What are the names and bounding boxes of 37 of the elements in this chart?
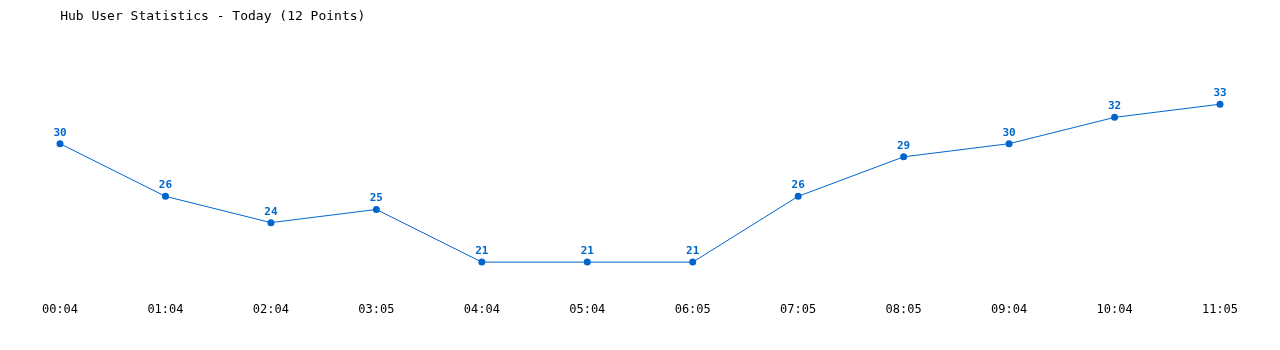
point [689,258,697,266]
point [1005,140,1013,148]
point [583,258,591,266]
x-tick-label: 10:04 [1096,302,1133,316]
data-label: 30 [53,125,67,139]
x-tick-label: 03:05 [358,302,395,316]
point [478,258,486,266]
point [1111,113,1119,121]
data-label: 21 [580,243,595,257]
x-tick-label: 01:04 [147,302,184,316]
data-label: 25 [369,191,383,205]
data-label: 33 [1213,86,1227,100]
point [372,205,380,213]
x-tick-label: 06:05 [674,302,711,316]
data-label: 30 [1002,125,1016,139]
x-tick-label: 08:05 [885,302,922,316]
point [1216,100,1224,108]
data-label: 26 [158,178,173,192]
x-tick-label: 05:04 [569,302,606,316]
data-label: 21 [475,243,489,257]
data-label: 26 [791,178,806,192]
x-tick-label: 07:05 [780,302,817,316]
point [794,192,802,200]
x-tick-label: 00:04 [41,302,79,316]
data-label: 32 [1107,99,1122,113]
chart-title: Hub User Statistics - Today (12 Points) [60,7,366,23]
data-label: 21 [686,243,700,257]
x-tick-label: 04:04 [463,302,500,316]
point [161,192,169,200]
x-tick-label: 11:05 [1201,302,1239,316]
point [56,140,64,148]
point [267,219,275,227]
x-tick-label: 09:04 [991,302,1028,316]
point [900,153,908,161]
x-tick-label: 02:04 [252,302,289,316]
data-label: 29 [897,138,911,152]
data-label: 24 [264,204,278,218]
